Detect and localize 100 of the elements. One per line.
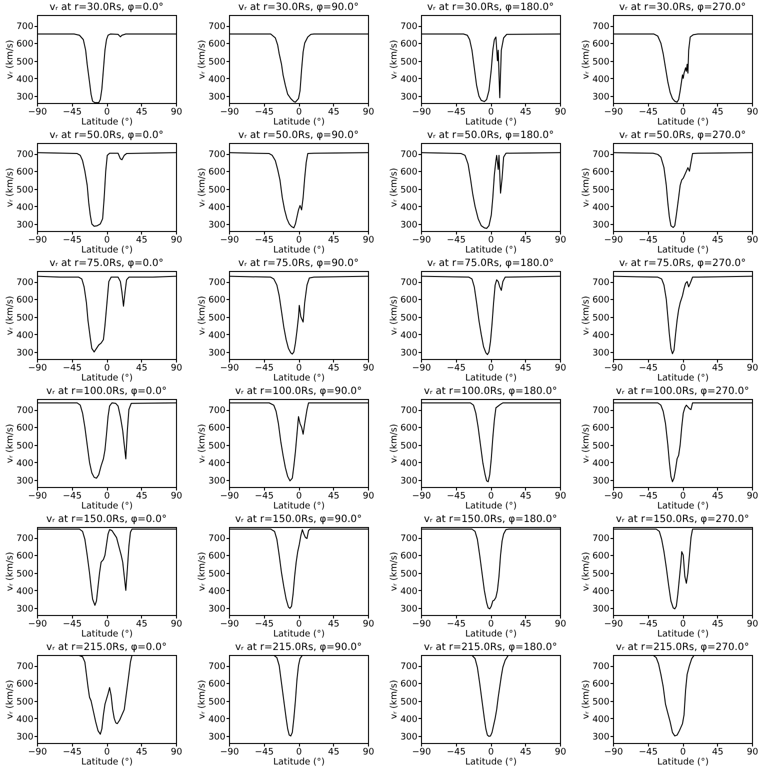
y-tick-label: 600 [16,424,34,434]
x-tick-label: 45 [520,236,532,246]
y-tick-label: 700 [16,278,34,288]
y-tick-label: 500 [16,185,34,196]
y-tick-label: 500 [400,185,418,196]
y-tick-label: 700 [208,662,226,672]
x-tick-label: −90 [604,364,624,374]
y-tick-label: 400 [208,330,226,341]
y-tick-label: 500 [208,313,226,324]
y-tick-label: 400 [16,714,34,725]
x-tick-label: 45 [328,236,340,246]
x-tick-label: 90 [746,748,758,758]
chart-title: vᵣ at r=100.0Rs, φ=0.0° [46,386,167,397]
y-axis-title: vᵣ (km/s) [389,424,400,464]
x-axis-title: Latitude (°) [657,758,709,768]
x-tick-label: 45 [136,748,148,758]
y-tick-label: 700 [400,22,418,32]
x-tick-label: 0 [104,748,110,758]
y-tick-label: 300 [592,348,610,358]
y-tick-label: 300 [208,220,226,230]
x-axis-title: Latitude (°) [465,630,517,640]
x-tick-label: −90 [412,620,432,630]
y-tick-label: 700 [208,278,226,288]
y-tick-label: 700 [208,534,226,544]
y-tick-label: 600 [400,680,418,690]
y-tick-label: 600 [16,680,34,690]
y-tick-label: 600 [592,168,610,178]
x-tick-label: −90 [220,748,240,758]
x-tick-label: −45 [446,108,466,118]
x-axis-title: Latitude (°) [657,502,709,512]
y-tick-label: 300 [400,604,418,614]
x-tick-label: −45 [254,748,274,758]
y-tick-label: 400 [208,74,226,85]
x-tick-label: 0 [104,108,110,118]
x-tick-label: −45 [446,748,466,758]
x-tick-label: 90 [746,620,758,630]
y-axis-title: vᵣ (km/s) [581,424,592,464]
x-tick-label: 45 [712,748,724,758]
x-tick-label: −45 [446,492,466,502]
y-tick-label: 600 [592,680,610,690]
y-tick-label: 700 [400,662,418,672]
y-axis-title: vᵣ (km/s) [197,424,208,464]
x-axis-title: Latitude (°) [81,758,133,768]
x-tick-label: −90 [412,364,432,374]
x-tick-label: 45 [328,748,340,758]
y-tick-label: 400 [208,458,226,469]
y-tick-label: 300 [400,732,418,742]
y-tick-label: 700 [400,406,418,416]
x-tick-label: −45 [254,108,274,118]
y-axis-title: vᵣ (km/s) [197,552,208,592]
x-tick-label: 45 [712,492,724,502]
y-tick-label: 500 [16,441,34,452]
y-tick-label: 400 [592,458,610,469]
y-tick-label: 300 [16,92,34,102]
chart-title: vᵣ at r=30.0Rs, φ=0.0° [49,2,164,13]
x-tick-label: 90 [554,236,566,246]
x-tick-label: 45 [136,492,148,502]
x-tick-label: −90 [220,492,240,502]
x-axis-title: Latitude (°) [273,502,325,512]
chart-title: vᵣ at r=50.0Rs, φ=270.0° [619,130,746,141]
x-tick-label: 90 [362,236,374,246]
x-tick-label: −90 [412,236,432,246]
x-tick-label: 45 [136,108,148,118]
y-axis-title: vᵣ (km/s) [5,296,16,336]
chart-title: vᵣ at r=150.0Rs, φ=0.0° [46,514,167,525]
x-tick-label: −90 [604,620,624,630]
y-tick-label: 500 [400,57,418,68]
x-tick-label: −90 [28,748,48,758]
y-tick-label: 700 [592,534,610,544]
y-tick-label: 600 [208,168,226,178]
x-tick-label: −90 [604,108,624,118]
y-axis-title: vᵣ (km/s) [5,424,16,464]
y-tick-label: 400 [16,202,34,213]
x-tick-label: 0 [680,492,686,502]
x-tick-label: 0 [680,108,686,118]
x-tick-label: 45 [712,620,724,630]
y-tick-label: 500 [400,441,418,452]
y-tick-label: 700 [400,534,418,544]
y-axis-title: vᵣ (km/s) [581,168,592,208]
x-tick-label: 0 [680,620,686,630]
y-tick-label: 400 [592,586,610,597]
y-tick-label: 600 [208,40,226,50]
y-tick-label: 300 [16,348,34,358]
y-tick-label: 700 [208,22,226,32]
y-tick-label: 300 [208,348,226,358]
x-tick-label: 45 [712,364,724,374]
x-tick-label: −45 [62,364,82,374]
x-tick-label: −45 [62,748,82,758]
y-tick-label: 700 [16,534,34,544]
x-axis-title: Latitude (°) [657,374,709,384]
y-tick-label: 400 [400,330,418,341]
y-axis-title: vᵣ (km/s) [197,168,208,208]
y-axis-title: vᵣ (km/s) [197,680,208,720]
y-tick-label: 300 [592,92,610,102]
y-tick-label: 600 [592,296,610,306]
y-tick-label: 600 [16,296,34,306]
y-tick-label: 600 [208,680,226,690]
chart-title: vᵣ at r=215.0Rs, φ=0.0° [46,642,167,653]
x-tick-label: 90 [170,620,182,630]
x-axis-title: Latitude (°) [465,374,517,384]
